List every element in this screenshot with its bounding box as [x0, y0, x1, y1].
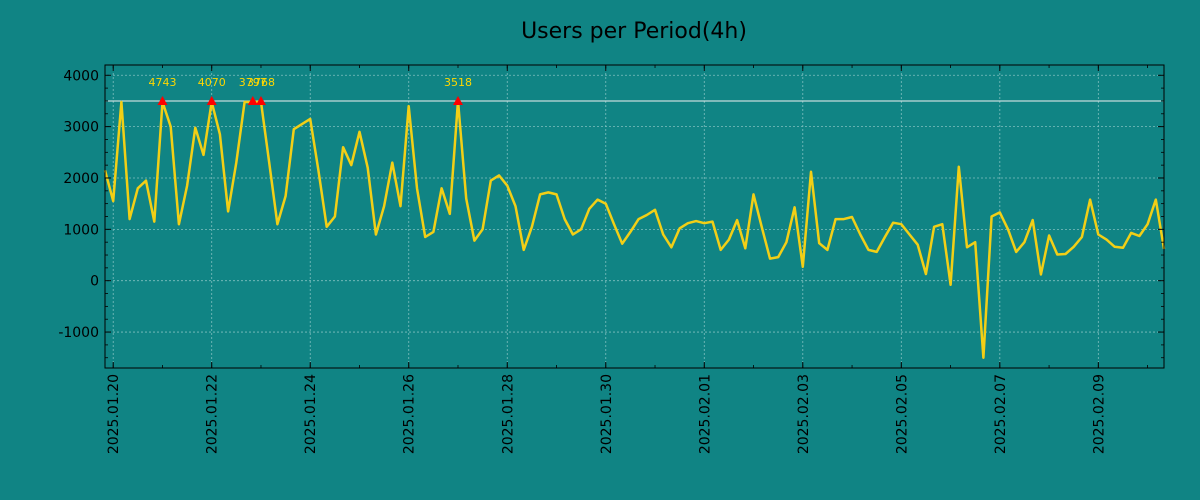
y-tick-label: 2000	[63, 171, 99, 187]
grid-layer	[105, 65, 1164, 368]
peak-marker	[206, 95, 217, 105]
y-tick-label: 1000	[63, 222, 99, 238]
peak-label: 4070	[198, 76, 226, 89]
peak-label: 3518	[444, 76, 472, 89]
x-tick-label: 2025.01.20	[106, 374, 122, 454]
x-tick-label: 2025.02.01	[697, 374, 713, 454]
peak-marker	[453, 95, 463, 105]
peak-marker	[255, 95, 266, 105]
y-tick-label: 0	[90, 274, 99, 290]
peak-marker	[157, 95, 168, 105]
series-line	[103, 99, 1166, 359]
x-tick-label: 2025.01.26	[402, 374, 418, 454]
x-tick-label: 2025.01.28	[500, 374, 516, 454]
peak-label: 4743	[148, 76, 176, 89]
axis-layer: -1000 0 1000 2000 3000 4000 2025.01.20 2025.01.…	[58, 65, 1164, 454]
x-tick-label: 2025.02.03	[796, 374, 812, 454]
peak-marker	[247, 95, 258, 105]
x-tick-label: 2025.02.09	[1091, 374, 1107, 454]
series-layer	[103, 99, 1166, 359]
plot-area-frame	[104, 64, 1165, 369]
peak-label: 3797	[239, 76, 267, 89]
y-tick-label: 3000	[63, 120, 99, 136]
x-tick-label: 2025.02.07	[993, 374, 1009, 454]
y-tick-label: 4000	[63, 68, 99, 84]
x-tick-label: 2025.01.22	[205, 374, 221, 454]
peak-label: 3768	[247, 76, 275, 89]
x-tick-label: 2025.02.05	[894, 374, 910, 454]
y-tick-label: -1000	[58, 325, 99, 341]
x-tick-label: 2025.01.24	[303, 374, 319, 454]
x-tick-label: 2025.01.30	[599, 374, 615, 454]
chart-title: Users per Period(4h)	[521, 19, 747, 44]
